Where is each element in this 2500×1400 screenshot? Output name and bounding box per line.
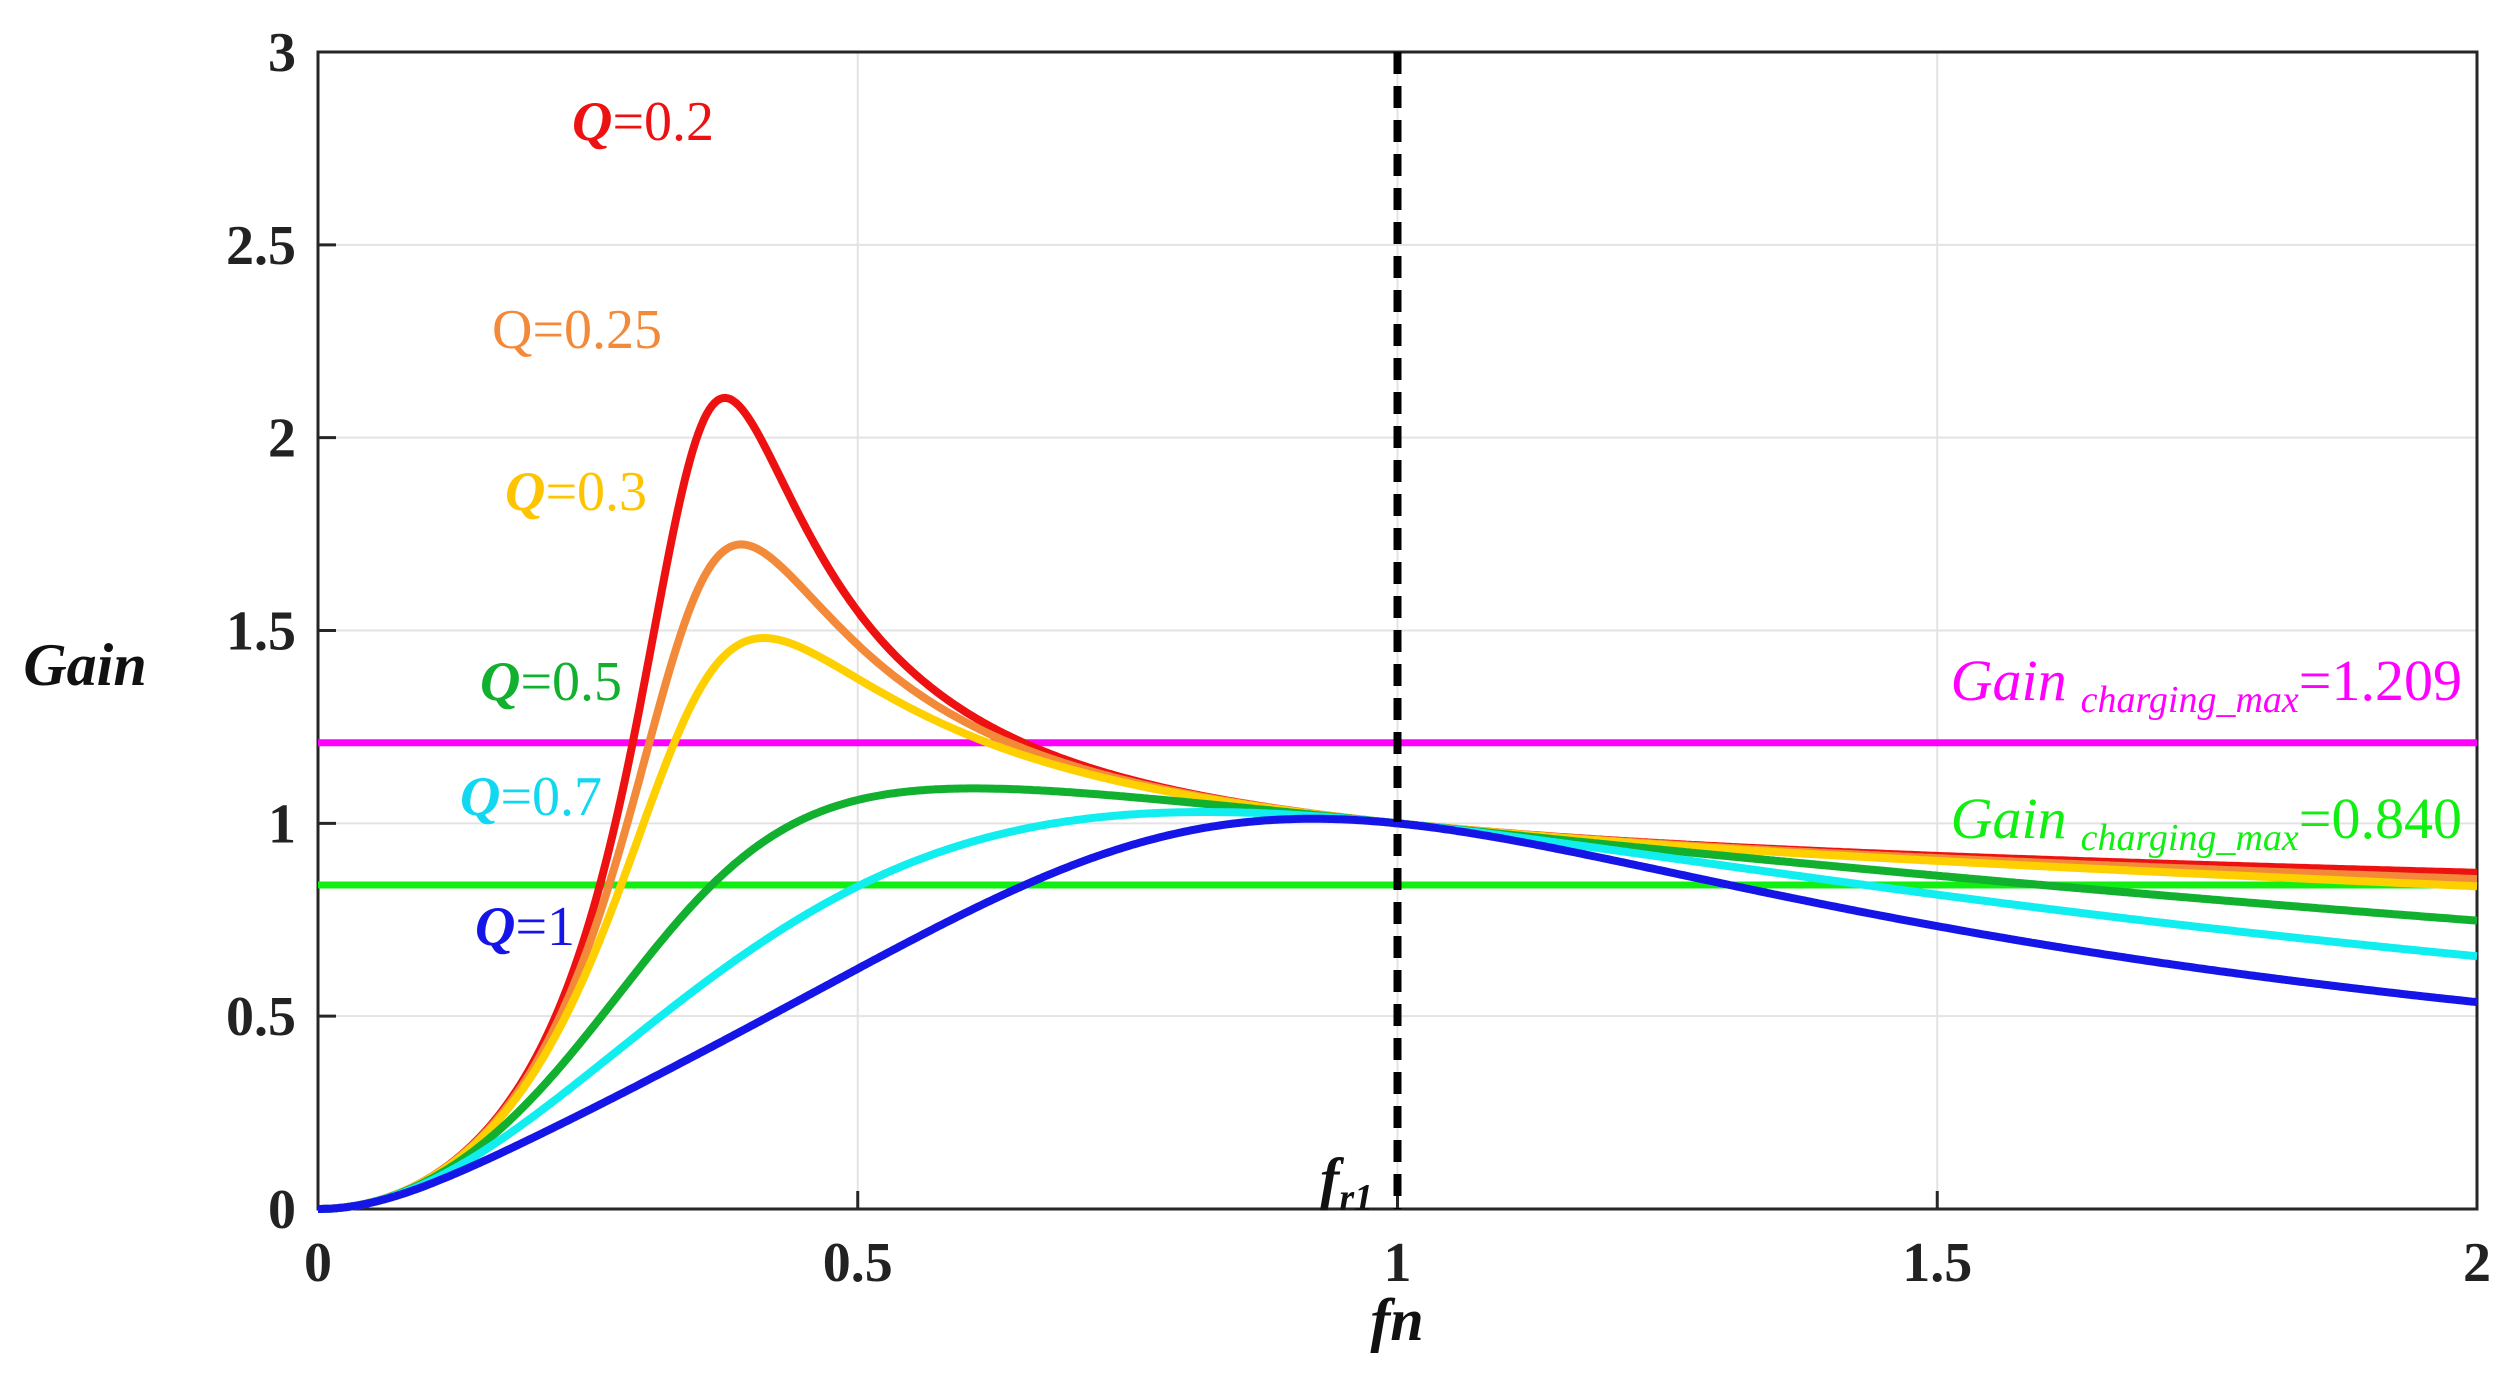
label-gain-max-0840-sub: charging_max xyxy=(2081,817,2299,859)
y-axis-ticks: 0 0.5 1 1.5 2 2.5 3 xyxy=(226,22,336,1241)
x-tick-label-0: 0 xyxy=(304,1232,332,1294)
label-q-0.2-q: Q xyxy=(572,91,612,153)
x-axis-label: fn xyxy=(1370,1287,1423,1353)
fr1-label: fr1 xyxy=(1320,1146,1373,1219)
label-q-0.3: Q=0.3 xyxy=(505,461,647,523)
y-tick-label-4: 2 xyxy=(268,408,296,470)
x-tick-label-2: 1 xyxy=(1384,1232,1412,1294)
y-axis-label: Gain xyxy=(23,632,146,698)
y-tick-label-3: 1.5 xyxy=(226,601,296,663)
label-q-0.7-value: =0.7 xyxy=(500,766,602,828)
label-gain-max-0840-main: Gain xyxy=(1951,786,2067,851)
y-tick-label-6: 3 xyxy=(268,22,296,84)
gain-curves xyxy=(316,393,2479,1213)
x-tick-label-4: 2 xyxy=(2463,1232,2491,1294)
label-gain-max-0840: Gain charging_max=0.840 xyxy=(1951,786,2462,859)
label-gain-max-0840-value: =0.840 xyxy=(2299,786,2462,851)
label-q-0.3-q: Q xyxy=(505,461,545,523)
label-q-1-q: Q xyxy=(475,896,515,958)
label-gain-max-1209: Gain charging_max=1.209 xyxy=(1951,648,2462,721)
label-gain-max-1209-sub: charging_max xyxy=(2081,679,2299,721)
label-q-0.7-q: Q xyxy=(460,766,500,828)
label-q-0.7: Q=0.7 xyxy=(460,766,602,828)
label-q-0.5: Q=0.5 xyxy=(480,651,622,713)
label-q-1-value: =1 xyxy=(515,896,575,958)
fr1-label-sub: r1 xyxy=(1339,1177,1373,1219)
label-q-0.2: Q=0.2 xyxy=(572,91,714,153)
label-q-0.25-value: =0.25 xyxy=(532,299,662,361)
y-tick-label-1: 0.5 xyxy=(226,986,296,1048)
label-q-0.2-value: =0.2 xyxy=(612,91,714,153)
curve-Q=1 xyxy=(316,814,2479,1213)
label-q-0.5-q: Q xyxy=(480,651,520,713)
y-tick-label-5: 2.5 xyxy=(226,215,296,277)
label-gain-max-1209-main: Gain xyxy=(1951,648,2067,713)
label-q-0.3-value: =0.3 xyxy=(545,461,647,523)
y-tick-label-0: 0 xyxy=(268,1179,296,1241)
x-axis-ticks: 0 0.5 1 1.5 2 xyxy=(304,1191,2491,1294)
x-tick-label-3: 1.5 xyxy=(1902,1232,1972,1294)
label-gain-max-1209-value: =1.209 xyxy=(2299,648,2462,713)
label-q-1: Q=1 xyxy=(475,896,575,958)
label-q-0.25: Q=0.25 xyxy=(492,299,662,361)
x-tick-label-1: 0.5 xyxy=(823,1232,893,1294)
y-tick-label-2: 1 xyxy=(268,793,296,855)
label-q-0.5-value: =0.5 xyxy=(520,651,622,713)
label-q-0.25-q: Q xyxy=(492,299,532,361)
